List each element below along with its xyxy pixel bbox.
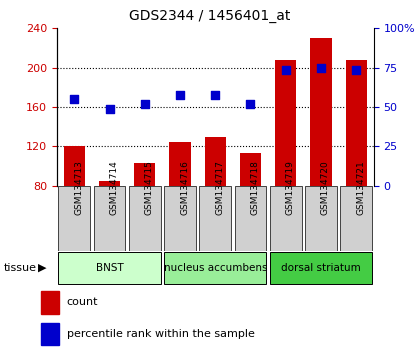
FancyBboxPatch shape (129, 186, 160, 251)
Bar (64, 147, 85, 186)
FancyBboxPatch shape (235, 186, 266, 251)
FancyBboxPatch shape (270, 186, 302, 251)
Point (106, 106, 113, 112)
Text: GSM134717: GSM134717 (215, 160, 224, 215)
Point (318, 65, 324, 70)
FancyBboxPatch shape (270, 252, 372, 284)
Point (142, 101, 148, 107)
Text: tissue: tissue (4, 263, 37, 273)
Text: GSM134714: GSM134714 (110, 160, 118, 215)
FancyBboxPatch shape (200, 186, 231, 251)
Bar (169, 142, 191, 186)
Bar (205, 137, 226, 186)
Bar (134, 163, 155, 186)
FancyBboxPatch shape (340, 186, 372, 251)
Point (177, 92, 184, 98)
Text: ▶: ▶ (38, 263, 46, 273)
Text: percentile rank within the sample: percentile rank within the sample (67, 329, 255, 339)
Bar (275, 60, 296, 186)
Bar (41, 323, 59, 346)
Bar (346, 60, 367, 186)
Text: GSM134718: GSM134718 (250, 160, 260, 215)
FancyBboxPatch shape (94, 186, 126, 251)
FancyBboxPatch shape (305, 186, 337, 251)
Text: GSM134719: GSM134719 (286, 160, 295, 215)
FancyBboxPatch shape (58, 252, 160, 284)
Text: GSM134715: GSM134715 (145, 160, 154, 215)
Text: GSM134713: GSM134713 (74, 160, 83, 215)
Text: GSM134721: GSM134721 (356, 160, 365, 215)
Point (247, 101, 254, 107)
FancyBboxPatch shape (164, 252, 266, 284)
Text: GSM134716: GSM134716 (180, 160, 189, 215)
Text: BNST: BNST (96, 263, 123, 273)
Point (71, 96, 78, 102)
Text: dorsal striatum: dorsal striatum (281, 263, 361, 273)
Text: GDS2344 / 1456401_at: GDS2344 / 1456401_at (129, 9, 291, 23)
Bar (310, 38, 331, 186)
Text: GSM134720: GSM134720 (321, 160, 330, 215)
Bar (41, 291, 59, 314)
Bar (240, 153, 261, 186)
FancyBboxPatch shape (164, 186, 196, 251)
Text: nucleus accumbens: nucleus accumbens (163, 263, 267, 273)
Point (212, 92, 219, 98)
Point (353, 67, 360, 73)
Point (282, 67, 289, 73)
Bar (99, 181, 120, 186)
FancyBboxPatch shape (58, 186, 90, 251)
Text: count: count (67, 297, 98, 307)
